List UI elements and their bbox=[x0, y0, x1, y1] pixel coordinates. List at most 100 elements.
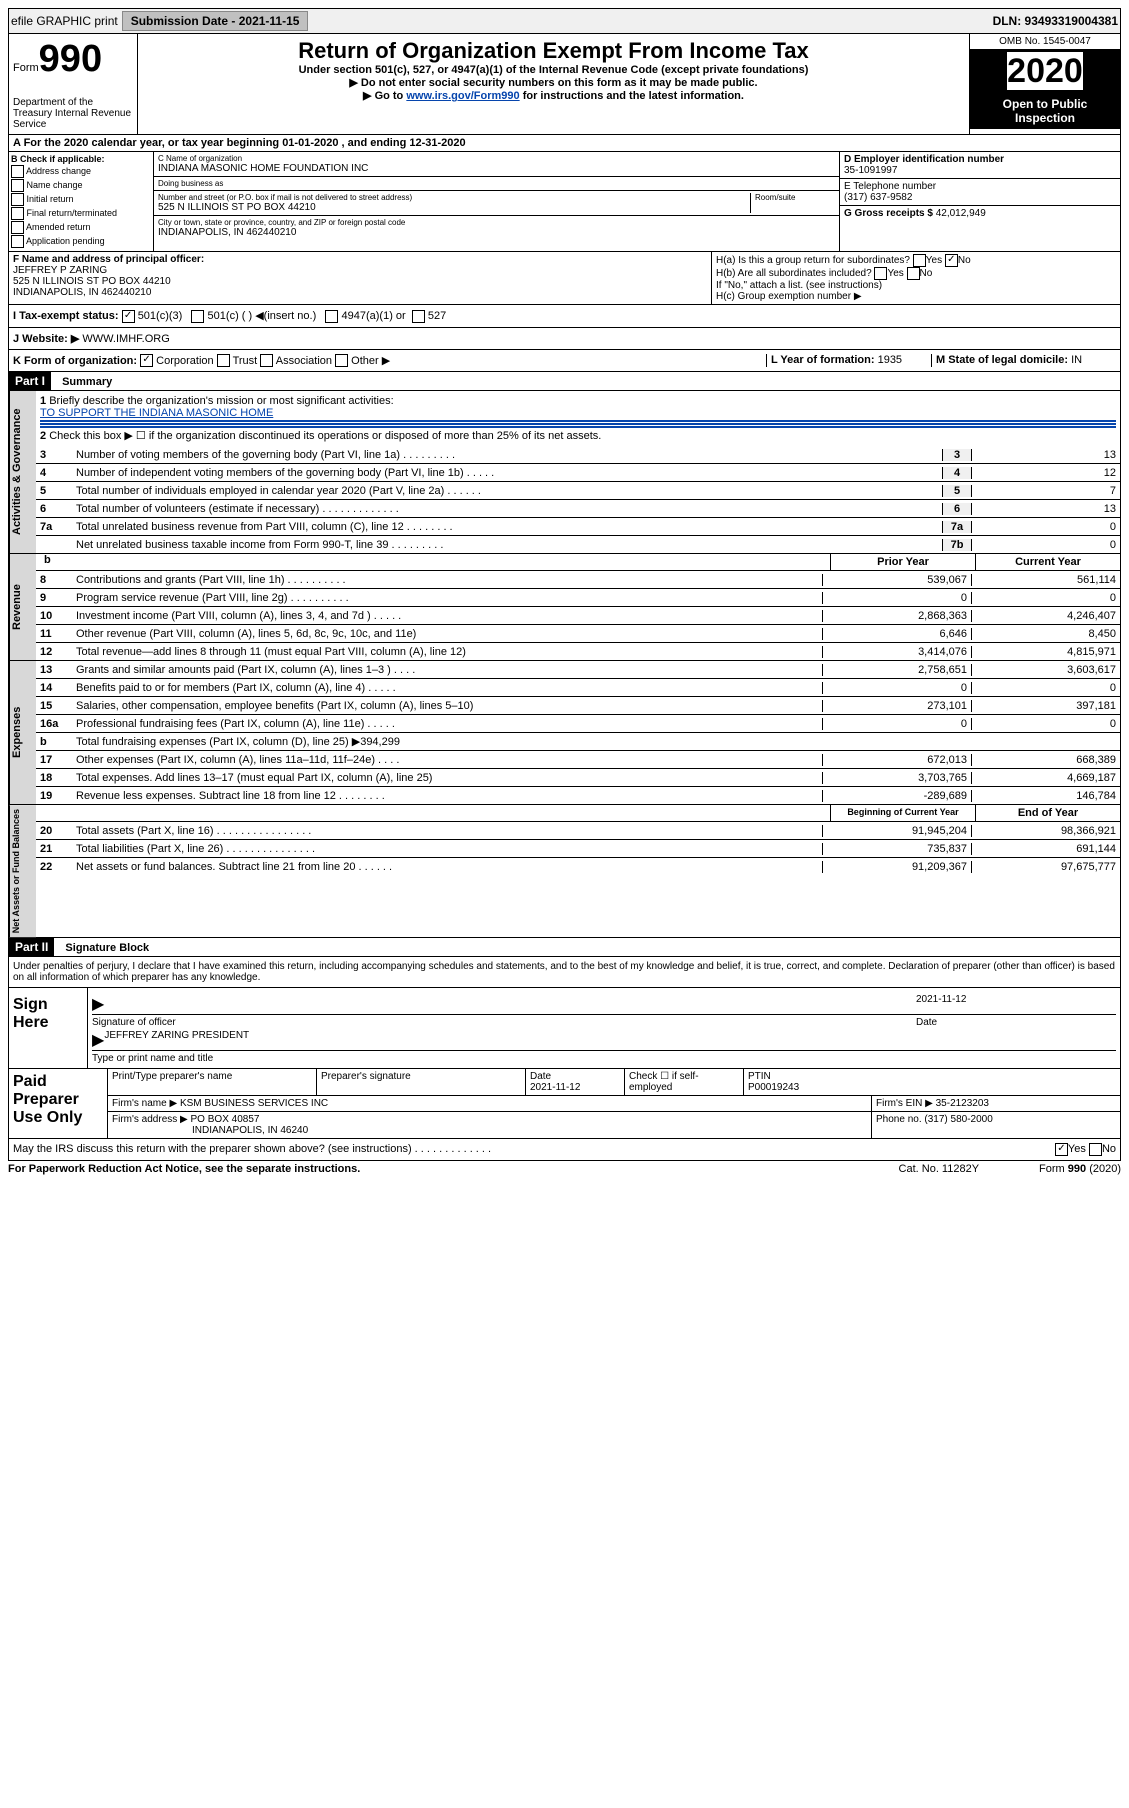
cb-assoc[interactable] bbox=[260, 354, 273, 367]
c-name-label: C Name of organization bbox=[158, 154, 835, 163]
col-d: D Employer identification number 35-1091… bbox=[839, 152, 1120, 251]
rev-hdr: b Prior Year Current Year bbox=[36, 554, 1120, 571]
paperwork-notice: For Paperwork Reduction Act Notice, see … bbox=[8, 1163, 360, 1175]
no-label: No bbox=[1102, 1143, 1116, 1156]
part1-title: Summary bbox=[54, 376, 112, 388]
discuss-q: May the IRS discuss this return with the… bbox=[13, 1143, 1055, 1156]
cb-501c[interactable] bbox=[191, 310, 204, 323]
cb-4947[interactable] bbox=[325, 310, 338, 323]
year-cell: OMB No. 1545-0047 2020 Open to Public In… bbox=[969, 34, 1120, 134]
state-domicile: IN bbox=[1071, 354, 1082, 366]
phone-row: E Telephone number (317) 637-9582 bbox=[840, 179, 1120, 206]
k-label: K Form of organization: bbox=[13, 355, 137, 367]
city-label: City or town, state or province, country… bbox=[158, 218, 835, 227]
k-o4: Other ▶ bbox=[351, 355, 390, 367]
prep-sig-hdr: Preparer's signature bbox=[317, 1069, 526, 1095]
mission-text: TO SUPPORT THE INDIANA MASONIC HOME bbox=[40, 407, 273, 419]
discuss-row: May the IRS discuss this return with the… bbox=[8, 1139, 1121, 1161]
instructions-link[interactable]: www.irs.gov/Form990 bbox=[406, 90, 519, 102]
street: 525 N ILLINOIS ST PO BOX 44210 bbox=[158, 202, 750, 213]
data-row: 11Other revenue (Part VIII, column (A), … bbox=[36, 625, 1120, 643]
omb-number: OMB No. 1545-0047 bbox=[970, 34, 1120, 50]
d-label: D Employer identification number bbox=[844, 154, 1004, 165]
firm-addr-label: Firm's address ▶ bbox=[112, 1114, 188, 1125]
main-title: Return of Organization Exempt From Incom… bbox=[142, 38, 965, 64]
data-row: 18Total expenses. Add lines 13–17 (must … bbox=[36, 769, 1120, 787]
i-o4: 527 bbox=[428, 310, 446, 322]
officer-addr1: 525 N ILLINOIS ST PO BOX 44210 bbox=[13, 276, 171, 287]
row-klm: K Form of organization: ✓ Corporation Tr… bbox=[8, 350, 1121, 373]
prior-year-hdr: Prior Year bbox=[830, 554, 975, 570]
cb-trust[interactable] bbox=[217, 354, 230, 367]
net-hdr: Beginning of Current Year End of Year bbox=[36, 805, 1120, 822]
year-formation: 1935 bbox=[878, 354, 902, 366]
subtitle-3: ▶ Go to www.irs.gov/Form990 for instruct… bbox=[142, 89, 965, 102]
submission-date-button[interactable]: Submission Date - 2021-11-15 bbox=[122, 11, 309, 31]
self-emp: Check ☐ if self-employed bbox=[625, 1069, 744, 1095]
date-label: Date bbox=[916, 1017, 1116, 1028]
cb-527[interactable] bbox=[412, 310, 425, 323]
h-note: If "No," attach a list. (see instruction… bbox=[716, 280, 1116, 291]
cb-final[interactable]: Final return/terminated bbox=[11, 207, 151, 220]
firm-ein-label: Firm's EIN ▶ bbox=[876, 1098, 933, 1109]
b-label: B Check if applicable: bbox=[11, 154, 105, 164]
ein: 35-1091997 bbox=[844, 165, 897, 176]
part2-title: Signature Block bbox=[57, 942, 149, 954]
q2: Check this box ▶ ☐ if the organization d… bbox=[49, 430, 601, 442]
cb-name[interactable]: Name change bbox=[11, 179, 151, 192]
col-c: C Name of organization INDIANA MASONIC H… bbox=[154, 152, 839, 251]
data-row: bTotal fundraising expenses (Part IX, co… bbox=[36, 733, 1120, 751]
cb-discuss-no[interactable] bbox=[1089, 1143, 1102, 1156]
j-label: J Website: ▶ bbox=[13, 333, 79, 345]
part2-header: Part II Signature Block bbox=[8, 938, 1121, 957]
end-year-hdr: End of Year bbox=[975, 805, 1120, 821]
line-a: A For the 2020 calendar year, or tax yea… bbox=[13, 137, 466, 149]
open-public: Open to Public Inspection bbox=[970, 93, 1120, 129]
firm-label: Firm's name ▶ bbox=[112, 1098, 177, 1109]
f-label: F Name and address of principal officer: bbox=[13, 254, 204, 265]
rev-label: Revenue bbox=[9, 554, 36, 660]
cb-pending[interactable]: Application pending bbox=[11, 235, 151, 248]
gov-row: 7aTotal unrelated business revenue from … bbox=[36, 518, 1120, 536]
i-o3: 4947(a)(1) or bbox=[342, 310, 406, 322]
netassets-block: Net Assets or Fund Balances Beginning of… bbox=[8, 805, 1121, 938]
subtitle-1: Under section 501(c), 527, or 4947(a)(1)… bbox=[142, 64, 965, 76]
gov-label: Activities & Governance bbox=[9, 391, 36, 553]
cb-initial[interactable]: Initial return bbox=[11, 193, 151, 206]
efile-label: efile GRAPHIC print bbox=[11, 14, 118, 28]
sign-date: 2021-11-12 bbox=[916, 994, 966, 1005]
website: WWW.IMHF.ORG bbox=[82, 333, 169, 345]
prep-name-hdr: Print/Type preparer's name bbox=[108, 1069, 317, 1095]
officer-addr2: INDIANAPOLIS, IN 462440210 bbox=[13, 287, 151, 298]
cb-corp[interactable]: ✓ bbox=[140, 354, 153, 367]
row-j: J Website: ▶ WWW.IMHF.ORG bbox=[8, 328, 1121, 350]
beg-year-hdr: Beginning of Current Year bbox=[830, 805, 975, 821]
header-row: Form990 Department of the Treasury Inter… bbox=[8, 34, 1121, 135]
org-name: INDIANA MASONIC HOME FOUNDATION INC bbox=[158, 163, 835, 174]
cb-amended[interactable]: Amended return bbox=[11, 221, 151, 234]
firm-name: KSM BUSINESS SERVICES INC bbox=[180, 1098, 328, 1109]
gov-row: Net unrelated business taxable income fr… bbox=[36, 536, 1120, 553]
room-label: Room/suite bbox=[755, 193, 835, 202]
street-label: Number and street (or P.O. box if mail i… bbox=[158, 193, 750, 202]
hc: H(c) Group exemption number ▶ bbox=[716, 291, 1116, 302]
data-row: 10Investment income (Part VIII, column (… bbox=[36, 607, 1120, 625]
firm-addr1: PO BOX 40857 bbox=[191, 1114, 260, 1125]
cb-address[interactable]: Address change bbox=[11, 165, 151, 178]
cb-501c3[interactable]: ✓ bbox=[122, 310, 135, 323]
sign-here-label: Sign Here bbox=[9, 988, 88, 1068]
k-o2: Trust bbox=[233, 355, 258, 367]
cb-discuss-yes[interactable]: ✓ bbox=[1055, 1143, 1068, 1156]
q1: Briefly describe the organization's miss… bbox=[49, 395, 393, 407]
part2-label: Part II bbox=[9, 938, 54, 956]
cb-other[interactable] bbox=[335, 354, 348, 367]
ptin: P00019243 bbox=[748, 1082, 799, 1093]
street-row: Number and street (or P.O. box if mail i… bbox=[154, 191, 839, 216]
data-row: 21Total liabilities (Part X, line 26) . … bbox=[36, 840, 1120, 858]
part1-label: Part I bbox=[9, 372, 51, 390]
expenses-block: Expenses 13Grants and similar amounts pa… bbox=[8, 661, 1121, 805]
gov-row: 6Total number of volunteers (estimate if… bbox=[36, 500, 1120, 518]
gov-row: 5Total number of individuals employed in… bbox=[36, 482, 1120, 500]
data-row: 22Net assets or fund balances. Subtract … bbox=[36, 858, 1120, 875]
k-o1: Corporation bbox=[156, 355, 213, 367]
